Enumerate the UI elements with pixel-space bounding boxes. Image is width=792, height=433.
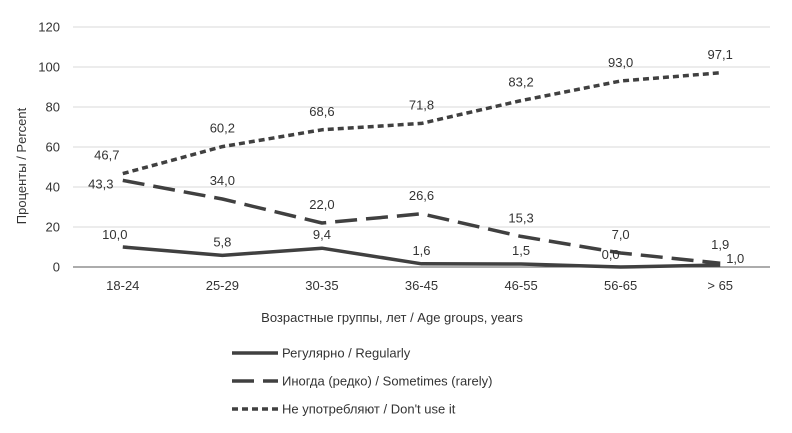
series-line — [122, 71, 721, 176]
x-tick-label: 25-29 — [206, 278, 239, 293]
y-tick-label: 60 — [46, 140, 60, 155]
data-label: 10,0 — [102, 227, 127, 242]
legend-label: Иногда (редко) / Sometimes (rarely) — [282, 374, 492, 389]
x-tick-label: 56-65 — [604, 278, 637, 293]
y-tick-label: 20 — [46, 220, 60, 235]
y-tick-label: 40 — [46, 180, 60, 195]
gridlines — [73, 26, 770, 228]
data-label: 5,8 — [213, 234, 231, 249]
x-axis-title: Возрастные группы, лет / Age groups, yea… — [261, 310, 523, 325]
data-label: 0,0 — [602, 247, 620, 262]
data-label: 43,3 — [88, 176, 113, 191]
data-label: 15,3 — [508, 210, 533, 225]
legend: Регулярно / Regularly Иногда (редко) / So… — [232, 346, 492, 417]
data-label: 1,0 — [726, 251, 744, 266]
series-line — [122, 178, 721, 265]
legend-label: Не употребляют / Don't use it — [282, 402, 456, 417]
legend-label: Регулярно / Regularly — [282, 346, 411, 361]
data-label: 1,5 — [512, 243, 530, 258]
data-label: 7,0 — [612, 227, 630, 242]
data-labels: 10,0 5,8 9,4 1,6 1,5 0,0 1,0 43,3 34,0 22,0 26,6 15… — [88, 47, 744, 266]
data-label: 93,0 — [608, 55, 633, 70]
data-label: 9,4 — [313, 227, 331, 242]
data-label: 34,0 — [210, 173, 235, 188]
x-tick-label: 46-55 — [504, 278, 537, 293]
y-tick-label: 120 — [38, 20, 60, 35]
data-label: 22,0 — [309, 197, 334, 212]
data-label: 46,7 — [94, 148, 119, 163]
data-label: 83,2 — [508, 75, 533, 90]
x-tick-label: 18-24 — [106, 278, 139, 293]
axes: 0 20 40 60 80 100 120 18-24 25-29 30-35 36-45 46-55… — [38, 20, 770, 293]
data-label: 71,8 — [409, 97, 434, 112]
y-tick-label: 100 — [38, 60, 60, 75]
y-axis-title: Проценты / Percent — [14, 107, 29, 224]
series-line — [122, 245, 721, 269]
y-tick-label: 80 — [46, 100, 60, 115]
series-lines — [122, 71, 721, 269]
data-label: 68,6 — [309, 104, 334, 119]
data-label: 1,6 — [412, 243, 430, 258]
data-label: 1,9 — [711, 237, 729, 252]
data-label: 60,2 — [210, 121, 235, 136]
x-tick-label: 30-35 — [305, 278, 338, 293]
x-tick-label: 36-45 — [405, 278, 438, 293]
data-label: 97,1 — [708, 47, 733, 62]
x-tick-label: > 65 — [707, 278, 733, 293]
data-label: 26,6 — [409, 188, 434, 203]
y-tick-label: 0 — [53, 260, 60, 275]
